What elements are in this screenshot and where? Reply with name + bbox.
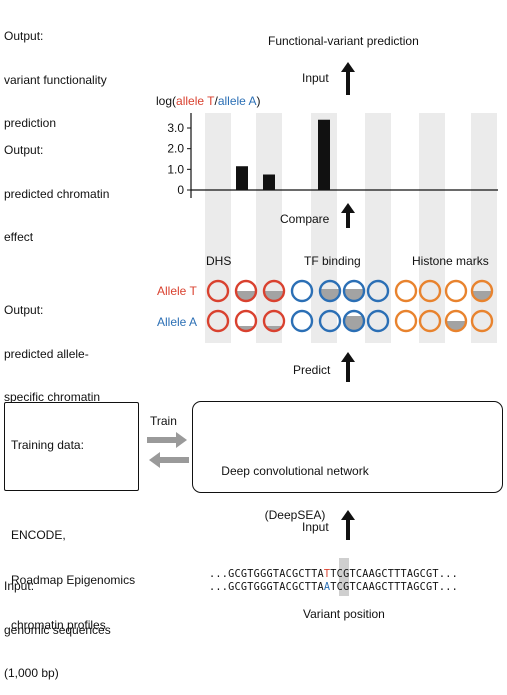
allele-a-circle (444, 309, 468, 333)
allele-a-circle (394, 309, 418, 333)
circle-fill (264, 291, 284, 301)
chart-ytick-label: 1.0 (167, 162, 184, 176)
header-histone-marks: Histone marks (412, 254, 489, 268)
train-arrow-left (159, 457, 189, 463)
train-arrow-right-head (176, 432, 187, 448)
training-data-box: Training data: ENCODE, Roadmap Epigenomi… (4, 402, 139, 632)
allele-t-circle (394, 279, 418, 303)
allele-t-circle (318, 279, 342, 303)
allele-a-circle (366, 309, 390, 333)
chart-ytick-label: 0 (177, 183, 184, 197)
allele-a-circle (318, 309, 342, 333)
circle-fill (320, 289, 340, 301)
circle-fill (236, 291, 256, 301)
column-stripe (365, 113, 391, 343)
header-tf-binding: TF binding (304, 254, 361, 268)
arrow-label-input-top: Input (302, 71, 329, 85)
chart-bar (263, 174, 275, 190)
network-line: Deep convolutional network (221, 464, 369, 478)
sequence-allele-t: ...GCGTGGGTACGCTTATTCGTCAAGCTTTAGCGT... (209, 569, 458, 580)
chart-ytick-label: 2.0 (167, 142, 184, 156)
arrow-label-compare: Compare (280, 212, 330, 226)
arrow-compare-head (341, 203, 355, 213)
arrow-label-train: Train (150, 414, 177, 428)
allele-a-circle (342, 309, 366, 333)
allele-a-circle (234, 309, 258, 333)
allele-t-circle (262, 279, 286, 303)
arrow-input-top-head (341, 62, 355, 72)
allele-t-circle (290, 279, 314, 303)
training-line (11, 483, 135, 498)
training-line: Training data: (11, 438, 84, 452)
circle-fill (446, 321, 466, 331)
allele-t-circle (470, 279, 494, 303)
label-chromatin-effect: Output: predicted chromatin effect (4, 143, 110, 244)
allele-t-circle (234, 279, 258, 303)
allele-t-circle (366, 279, 390, 303)
allele-a-label: Allele A (157, 315, 198, 329)
arrow-input-bottom-head (341, 510, 355, 520)
circle-fill (472, 291, 492, 301)
allele-a-circle (470, 309, 494, 333)
training-line: ENCODE, (11, 528, 66, 542)
allele-a-circle (418, 309, 442, 333)
arrow-predict-head (341, 352, 355, 362)
allele-a-circle (206, 309, 230, 333)
allele-a-circle (262, 309, 286, 333)
allele-a-circle (290, 309, 314, 333)
circle-fill (236, 326, 256, 331)
network-line: (DeepSEA) (264, 507, 326, 522)
train-arrow-left-head (149, 452, 160, 468)
chart-ytick-label: 3.0 (167, 121, 184, 135)
column-stripe (205, 113, 231, 343)
arrow-label-input-bottom: Input (302, 520, 329, 534)
training-line: Roadmap Epigenomics (11, 573, 136, 587)
allele-t-circle (206, 279, 230, 303)
label-variant-functionality: Output: variant functionality prediction (4, 29, 107, 130)
allele-t-circle (418, 279, 442, 303)
circle-fill (344, 289, 364, 301)
train-arrow-right (147, 437, 177, 443)
allele-t-circle (444, 279, 468, 303)
sequence-allele-a: ...GCGTGGGTACGCTTAATCGTCAAGCTTTAGCGT... (209, 582, 458, 593)
variant-position-label: Variant position (303, 607, 385, 621)
training-line: chromatin profiles (11, 618, 106, 632)
column-stripe (256, 113, 282, 343)
header-dhs: DHS (206, 254, 232, 268)
column-stripe (419, 113, 445, 343)
allele-t-circle (342, 279, 366, 303)
chart-bar (236, 166, 248, 190)
arrow-label-predict: Predict (293, 363, 331, 377)
allele-t-label: Allele T (157, 284, 197, 298)
network-box: Deep convolutional network (DeepSEA) (192, 401, 503, 522)
variant-highlight (339, 558, 349, 596)
functional-variant-title: Functional-variant prediction (268, 34, 419, 48)
circle-fill (264, 326, 284, 331)
chart-bar (318, 119, 330, 190)
chart-ylabel: log(allele T/allele A) (156, 94, 261, 108)
circle-fill (344, 316, 364, 331)
column-stripe (471, 113, 497, 343)
